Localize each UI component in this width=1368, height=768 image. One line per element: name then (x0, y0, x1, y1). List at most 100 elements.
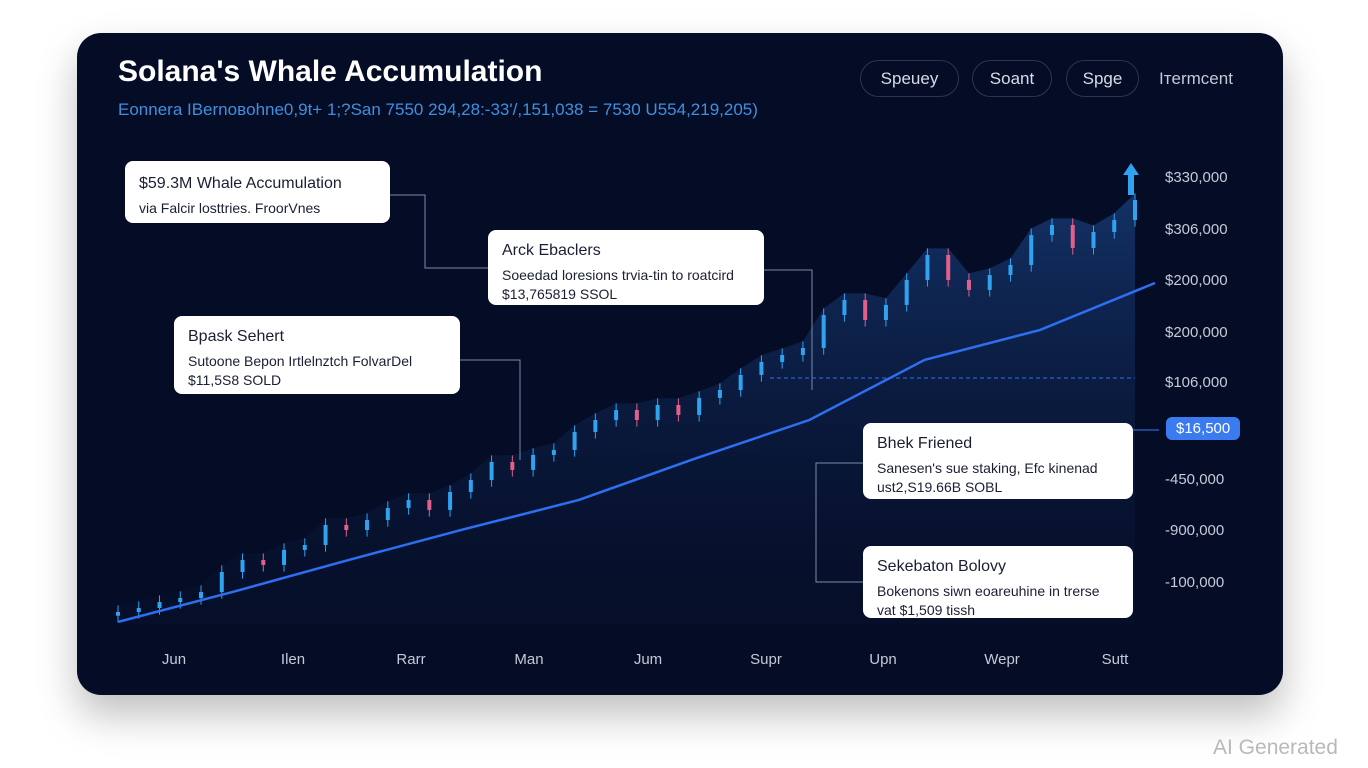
candle (302, 538, 307, 557)
filter-link[interactable]: Iтermcent (1159, 69, 1233, 88)
candle-body (282, 549, 287, 565)
y-tick: $106,000 (1165, 374, 1228, 391)
candle-body (946, 254, 951, 280)
candle-body (261, 560, 266, 565)
candle-body (593, 420, 598, 432)
candle (1112, 213, 1117, 239)
candle-body (323, 524, 328, 546)
y-tick: $330,000 (1165, 169, 1228, 186)
area-fill (118, 193, 1135, 625)
candle (593, 413, 598, 439)
candle-body (697, 397, 702, 415)
candle-body (717, 389, 722, 398)
candle-body (406, 499, 411, 508)
candle-body (780, 355, 785, 362)
candle-body (614, 410, 619, 421)
annotation-text: $11,5S8 SOLD (188, 372, 282, 388)
x-tick: Sutt (1101, 651, 1129, 668)
candle-body (1049, 224, 1054, 236)
x-tick: Upn (869, 651, 897, 668)
annotation-text: ust2,S19.66B SOBL (877, 479, 1003, 495)
candle (572, 425, 577, 457)
y-tick: -900,000 (1165, 522, 1225, 539)
connector-4 (815, 462, 863, 583)
candle-body (116, 611, 120, 616)
candle (551, 443, 556, 462)
candle (904, 273, 909, 312)
annotation-5: Sekebaton Bolovy Bokenons siwn eoareuhin… (863, 546, 1133, 618)
annotation-4: Bhek Friened Sanesen's sue staking, Efc … (863, 423, 1133, 499)
candle (883, 298, 888, 327)
chart-card: Solana's Whale Accumulation Eonnera IBer… (77, 33, 1283, 695)
connector-1 (390, 194, 488, 269)
candle-body (219, 571, 224, 593)
candle (946, 248, 951, 287)
candle-body (1112, 220, 1117, 233)
candle-body (634, 410, 639, 421)
candle (697, 391, 702, 422)
candle-body (1029, 235, 1034, 265)
candle (780, 348, 785, 369)
candle (1091, 225, 1096, 255)
candle (614, 403, 619, 427)
y-tick: -450,000 (1165, 471, 1225, 488)
candle-body (240, 560, 245, 572)
filter-pill-3[interactable]: Spge (1066, 60, 1139, 97)
candle (531, 448, 536, 477)
candle (448, 485, 453, 517)
y-tick: $200,000 (1165, 272, 1228, 289)
candle (717, 383, 722, 405)
candle-body (759, 361, 764, 375)
candle (987, 268, 992, 297)
candle-body (676, 404, 681, 415)
candle (406, 493, 411, 515)
candle-body (344, 524, 349, 531)
x-tick: Man (514, 651, 544, 668)
candle-body (489, 461, 494, 481)
connectors (390, 194, 863, 583)
candle (1008, 258, 1013, 282)
connector-2 (764, 269, 813, 390)
candle (282, 543, 287, 572)
x-tick: Ilen (280, 651, 306, 668)
annotation-whale-accumulation: $59.3M Whale Accumulation via Falcir los… (125, 161, 390, 223)
annotation-text: vat $1,509 tissh (877, 602, 976, 618)
candle (510, 455, 515, 477)
candle-body (904, 279, 909, 305)
x-tick: Wepr (984, 651, 1020, 668)
candle-body (531, 454, 536, 470)
y-tick: -100,000 (1165, 574, 1225, 591)
filter-pill-2[interactable]: Soant (972, 60, 1052, 97)
candle (468, 473, 473, 499)
candle (427, 493, 432, 517)
annotation-title: Bhek Friened (877, 435, 973, 452)
candle-body (883, 304, 888, 320)
candle (489, 455, 494, 487)
annotation-text: Soeedad loresions trvia-tin to roatcird (502, 267, 734, 283)
up-arrow-icon (1123, 163, 1139, 195)
annotation-text: Sanesen's sue staking, Efc kinenad (877, 460, 1098, 476)
candle-body (966, 279, 971, 290)
filter-pill-1[interactable]: Speuey (860, 60, 959, 97)
candle (1070, 218, 1075, 255)
y-tick: $200,000 (1165, 324, 1228, 341)
candle-body (551, 450, 556, 455)
candle-body (199, 592, 204, 599)
candle-body (157, 602, 162, 608)
annotation-title: Bpask Sehert (188, 328, 285, 345)
candle (1133, 193, 1137, 227)
candle (1049, 218, 1054, 242)
annotation-text: $13,765819 SSOL (502, 286, 618, 302)
annotation-2: Arck Ebaclers Soeedad loresions trvia-ti… (488, 230, 764, 305)
candle-body (987, 275, 992, 290)
current-price-tag: $16,500 (1166, 417, 1241, 440)
candle-body (385, 507, 390, 521)
annotation-text: Sutoone Bepon Irtlelnztch FolvarDel (188, 353, 413, 369)
candle-body (1070, 224, 1075, 248)
annotation-text: Bokenons siwn eoareuhine in trerse (877, 583, 1100, 599)
candle-body (1091, 232, 1096, 248)
chart-plot (116, 163, 1159, 625)
candle-body (738, 374, 743, 390)
candle-body (655, 404, 660, 421)
candle (759, 355, 764, 382)
